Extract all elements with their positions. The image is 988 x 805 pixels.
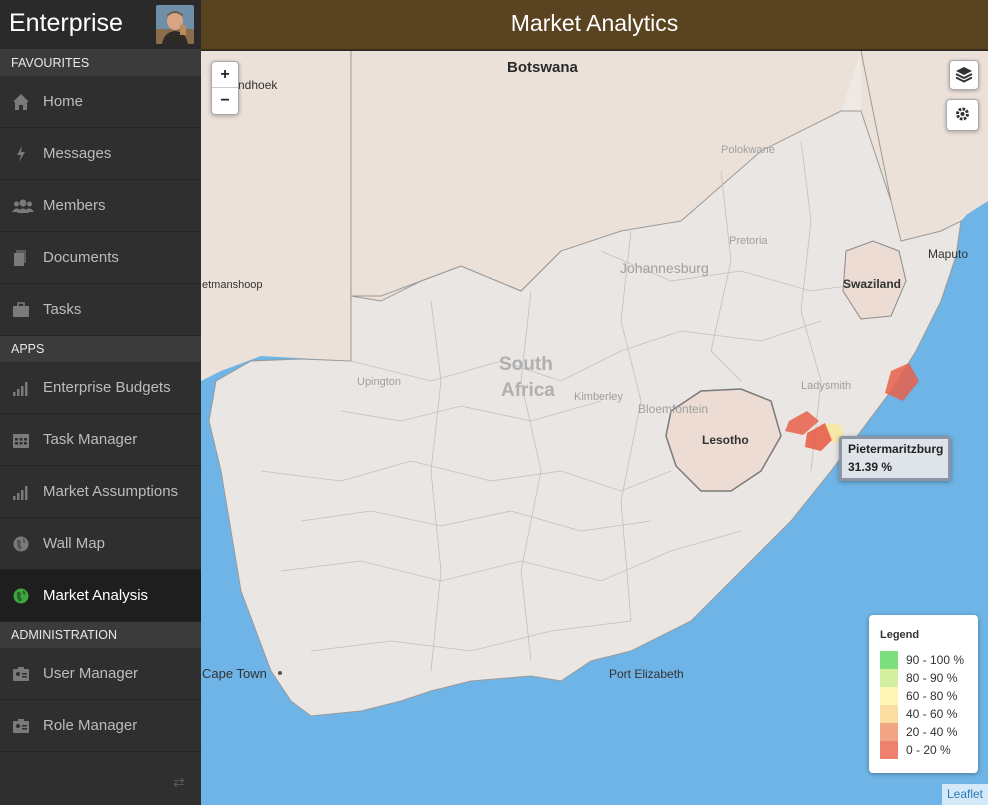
nav-label: Market Analysis <box>43 587 149 604</box>
tooltip-region-name: Pietermaritzburg <box>848 442 944 456</box>
nav-item-home[interactable]: Home <box>0 76 201 128</box>
legend-swatch <box>880 669 898 687</box>
nav-item-user-manager[interactable]: User Manager <box>0 648 201 700</box>
map-label-bloemfontein: Bloemfontein <box>638 402 709 416</box>
map-label-johannesburg: Johannesburg <box>620 260 709 276</box>
brand-bar: Enterprise <box>0 0 201 50</box>
nav-label: Documents <box>43 249 119 266</box>
briefcase-icon <box>12 301 32 319</box>
zoom-control: + − <box>211 61 239 115</box>
avatar[interactable] <box>156 5 194 44</box>
map-label-cape-town: Cape Town <box>202 666 267 681</box>
map-label-polokwane: Polokwane <box>721 144 775 156</box>
legend-item: 0 - 20 % <box>880 741 978 759</box>
legend-item: 80 - 90 % <box>880 669 978 687</box>
legend-swatch <box>880 687 898 705</box>
nav-label: Task Manager <box>43 431 138 448</box>
map-view[interactable]: Botswana ndhoek etmanshoop Maputo Swazil… <box>201 51 988 805</box>
bolt-icon <box>12 145 32 163</box>
home-icon <box>12 93 32 111</box>
legend-label: 90 - 100 % <box>906 653 965 667</box>
legend-label: 40 - 60 % <box>906 707 958 721</box>
map-label-keetmanshoop: etmanshoop <box>202 279 263 291</box>
legend-swatch <box>880 741 898 759</box>
legend-title: Legend <box>880 629 920 641</box>
documents-icon <box>12 249 32 267</box>
legend-item: 20 - 40 % <box>880 723 978 741</box>
nav-item-market-analysis[interactable]: Market Analysis <box>0 570 201 622</box>
zoom-in-button[interactable]: + <box>212 62 238 88</box>
sidebar-collapse-icon[interactable]: ⇄ <box>173 774 185 790</box>
map-tiles <box>201 51 988 717</box>
nav-label: Tasks <box>43 301 82 318</box>
globe-icon <box>12 587 32 605</box>
map-label-kimberley: Kimberley <box>574 391 623 403</box>
signal-icon <box>12 483 32 501</box>
section-apps: APPS <box>0 336 201 362</box>
layers-button[interactable] <box>949 60 979 90</box>
zoom-out-button[interactable]: − <box>220 92 230 109</box>
map-label-port-elizabeth: Port Elizabeth <box>609 667 684 681</box>
id-card-icon <box>12 665 32 683</box>
legend-label: 60 - 80 % <box>906 689 958 703</box>
nav-label: User Manager <box>43 665 139 682</box>
nav-label: Enterprise Budgets <box>43 379 171 396</box>
nav-item-task-manager[interactable]: Task Manager <box>0 414 201 466</box>
nav-label: Messages <box>43 145 112 162</box>
legend-item: 60 - 80 % <box>880 687 978 705</box>
calendar-icon <box>12 431 32 449</box>
nav-label: Wall Map <box>43 535 105 552</box>
nav-item-market-assumptions[interactable]: Market Assumptions <box>0 466 201 518</box>
page-header: Market Analytics <box>201 0 988 50</box>
map-label-maputo: Maputo <box>928 247 969 261</box>
map-label-south: South <box>499 354 553 375</box>
nav-label: Members <box>43 197 106 214</box>
map-label-windhoek: ndhoek <box>238 78 278 92</box>
section-favourites: FAVOURITES <box>0 50 201 76</box>
legend-swatch <box>880 651 898 669</box>
legend-item: 40 - 60 % <box>880 705 978 723</box>
leaflet-attribution-link[interactable]: Leaflet <box>942 784 988 805</box>
nav-item-wall-map[interactable]: Wall Map <box>0 518 201 570</box>
nav-label: Market Assumptions <box>43 483 179 500</box>
section-administration: ADMINISTRATION <box>0 622 201 648</box>
nav-item-enterprise-budgets[interactable]: Enterprise Budgets <box>0 362 201 414</box>
nav-item-members[interactable]: Members <box>0 180 201 232</box>
map-label-africa: Africa <box>501 380 555 401</box>
map-label-pretoria: Pretoria <box>729 235 768 247</box>
legend-item: 90 - 100 % <box>880 651 978 669</box>
nav-label: Home <box>43 93 84 110</box>
globe-icon <box>12 535 32 553</box>
map-label-upington: Upington <box>357 376 402 388</box>
id-card-icon <box>12 717 32 735</box>
map-label-swaziland: Swaziland <box>843 277 902 291</box>
nav-item-role-manager[interactable]: Role Manager <box>0 700 201 752</box>
page-title: Market Analytics <box>510 10 679 36</box>
brand-title: Enterprise <box>9 9 123 37</box>
map-label-ladysmith: Ladysmith <box>801 380 852 392</box>
legend-label: 80 - 90 % <box>906 671 958 685</box>
tooltip-region-value: 31.39 % <box>848 460 893 474</box>
legend-label: 0 - 20 % <box>906 743 951 757</box>
region-tooltip: Pietermaritzburg 31.39 % <box>839 436 951 481</box>
nav-item-messages[interactable]: Messages <box>0 128 201 180</box>
users-icon <box>12 197 34 215</box>
legend-swatch <box>880 723 898 741</box>
map-label-botswana: Botswana <box>507 59 578 76</box>
signal-icon <box>12 379 32 397</box>
map-label-lesotho: Lesotho <box>702 433 749 447</box>
legend-label: 20 - 40 % <box>906 725 958 739</box>
map-legend: Legend 90 - 100 % 80 - 90 % 60 - 80 % 40 - … <box>869 615 978 773</box>
legend-swatch <box>880 705 898 723</box>
settings-button[interactable] <box>946 99 979 131</box>
sidebar: Enterprise FAVOURITES Home Messages Me <box>0 0 201 805</box>
nav-label: Role Manager <box>43 717 138 734</box>
nav-item-tasks[interactable]: Tasks <box>0 284 201 336</box>
nav-item-documents[interactable]: Documents <box>0 232 201 284</box>
